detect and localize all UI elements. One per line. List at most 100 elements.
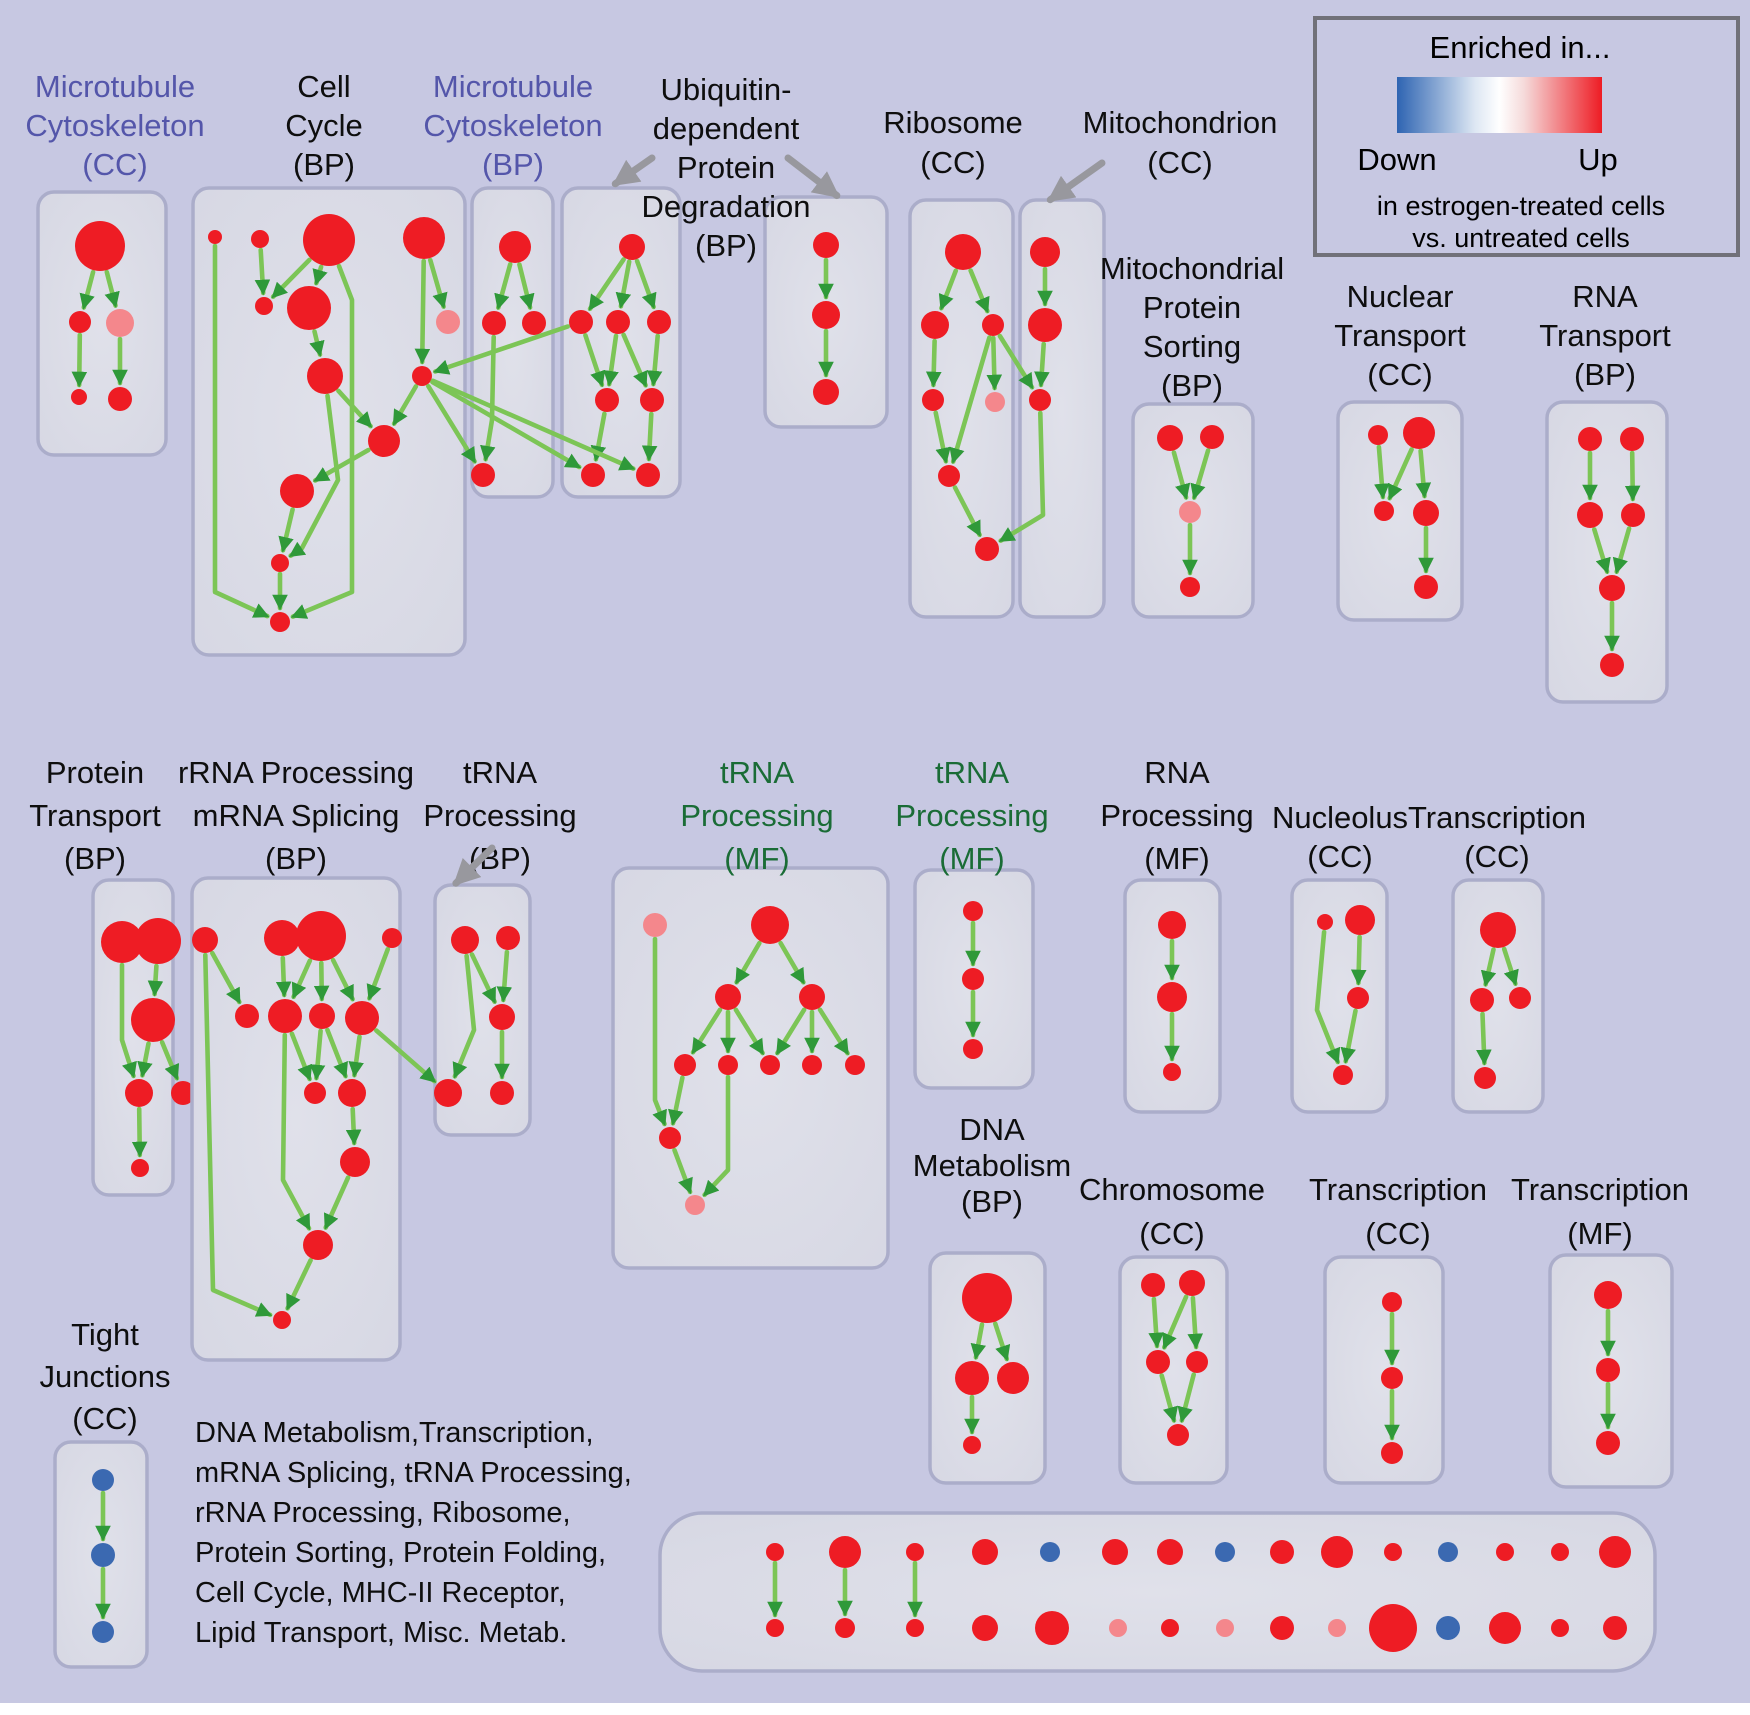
cluster-label-line: (CC) <box>1139 1216 1204 1251</box>
edge-arrow <box>1476 1011 1492 1066</box>
cluster-ubiquitin-degradation-b <box>763 195 889 429</box>
cluster-label-line: Cycle <box>285 108 363 143</box>
edge-arrow <box>203 952 273 1318</box>
go-term-node <box>799 984 825 1010</box>
cluster-label-line: (BP) <box>961 1184 1023 1219</box>
cluster-label-line: Cytoskeleton <box>423 108 602 143</box>
cluster-label-line: (CC) <box>1365 1216 1430 1251</box>
edge-arrow <box>1187 1295 1204 1350</box>
cluster-mitochondrion-cc <box>1018 198 1106 619</box>
go-term-node <box>1374 501 1394 521</box>
edge-arrow <box>280 1032 312 1231</box>
cluster-label-line: tRNA <box>463 755 537 790</box>
cluster-label-line: tRNA <box>720 755 794 790</box>
label-pointer-arrow <box>611 154 656 188</box>
edge-arrow <box>426 383 477 464</box>
go-term-node <box>1179 501 1201 523</box>
cluster-label-line: Microtubule <box>433 69 593 104</box>
go-term-node <box>962 1273 1012 1323</box>
cluster-cell-cycle-bp <box>191 186 467 657</box>
cluster-box <box>1290 878 1389 1114</box>
note-line: Cell Cycle, MHC-II Receptor, <box>195 1577 566 1609</box>
go-term-node <box>304 1082 326 1104</box>
go-term-node <box>1030 237 1060 267</box>
go-term-node <box>760 1055 780 1075</box>
cluster-label-line: DNA <box>959 1112 1025 1147</box>
cluster-label-line: (CC) <box>1464 839 1529 874</box>
go-term-node <box>1603 1616 1627 1640</box>
edge-arrow <box>1190 448 1211 500</box>
go-term-node <box>640 388 664 412</box>
edge-arrow <box>641 411 658 462</box>
edge-arrow <box>1415 448 1432 499</box>
cluster-label-line: Transport <box>1539 318 1671 353</box>
cluster-label-line: Junctions <box>40 1359 171 1394</box>
edge-arrow <box>391 384 419 426</box>
go-term-node <box>962 968 984 990</box>
go-term-node <box>1413 500 1439 526</box>
go-term-node <box>674 1054 696 1076</box>
cluster-label-line: Transport <box>1334 318 1466 353</box>
cluster-label-line: (BP) <box>265 841 327 876</box>
edge-arrow <box>147 963 164 997</box>
go-term-node <box>829 1536 861 1568</box>
go-term-node <box>135 918 181 964</box>
cluster-box <box>1118 1255 1229 1485</box>
cluster-microtubule-cytoskeleton-cc <box>36 190 168 457</box>
go-term-node <box>1040 1542 1060 1562</box>
go-term-node <box>471 463 495 487</box>
go-term-node <box>715 984 741 1010</box>
edge-arrow <box>312 447 371 483</box>
edge-arrow <box>330 957 355 1002</box>
edge-arrow <box>668 1075 685 1126</box>
edge-arrow <box>494 262 513 310</box>
go-term-node <box>975 537 999 561</box>
go-term-node <box>1577 502 1603 528</box>
edge-arrow <box>652 936 667 1127</box>
go-term-node <box>1414 575 1438 599</box>
cluster-label-line: (MF) <box>1567 1216 1632 1251</box>
legend-down-label: Down <box>1357 142 1436 177</box>
go-term-node <box>75 221 125 271</box>
go-term-node <box>606 310 630 334</box>
go-term-node <box>1382 1292 1402 1312</box>
go-term-node <box>647 310 671 334</box>
go-term-node <box>812 301 840 329</box>
cluster-box <box>36 190 168 457</box>
go-term-node <box>1474 1067 1496 1089</box>
cluster-label-line: Protein <box>1143 290 1241 325</box>
legend-context-line1: in estrogen-treated cells <box>1377 191 1665 221</box>
cluster-box <box>928 1251 1047 1485</box>
edge-arrow <box>938 268 959 311</box>
edge-arrow <box>374 1028 437 1084</box>
cluster-nucleolus-cc <box>1290 878 1389 1114</box>
go-term-node <box>1109 1619 1127 1637</box>
cluster-rrna-processing-mrna-splicing-bp <box>190 876 402 1362</box>
edge-arrow <box>775 1007 807 1056</box>
go-term-node <box>1102 1539 1128 1565</box>
go-term-node <box>963 901 983 921</box>
go-term-node <box>69 311 91 333</box>
go-term-node <box>1157 982 1187 1012</box>
go-term-node <box>1384 1543 1402 1561</box>
note-line: Protein Sorting, Protein Folding, <box>195 1537 606 1569</box>
edge-arrow <box>325 1027 348 1079</box>
edge-arrow <box>309 329 325 357</box>
go-term-node <box>482 311 506 335</box>
edge-arrow <box>428 257 448 309</box>
go-term-node <box>1321 1536 1353 1568</box>
cluster-protein-transport-bp <box>91 878 195 1197</box>
cluster-label-line: Ribosome <box>883 105 1023 140</box>
go-term-node <box>251 230 269 248</box>
go-term-node <box>171 1081 195 1105</box>
note-line: rRNA Processing, Ribosome, <box>195 1497 571 1529</box>
go-term-node <box>659 1127 681 1149</box>
go-term-node <box>1167 1424 1189 1446</box>
cluster-box <box>1451 878 1545 1114</box>
cluster-label-line: Nucleolus <box>1272 800 1408 835</box>
edge-arrow <box>71 332 88 388</box>
go-term-node <box>271 554 289 572</box>
legend: Enriched in... Down Up in estrogen-treat… <box>1313 16 1740 257</box>
go-term-node <box>1270 1616 1294 1640</box>
cluster-label-line: mRNA Splicing <box>193 798 400 833</box>
